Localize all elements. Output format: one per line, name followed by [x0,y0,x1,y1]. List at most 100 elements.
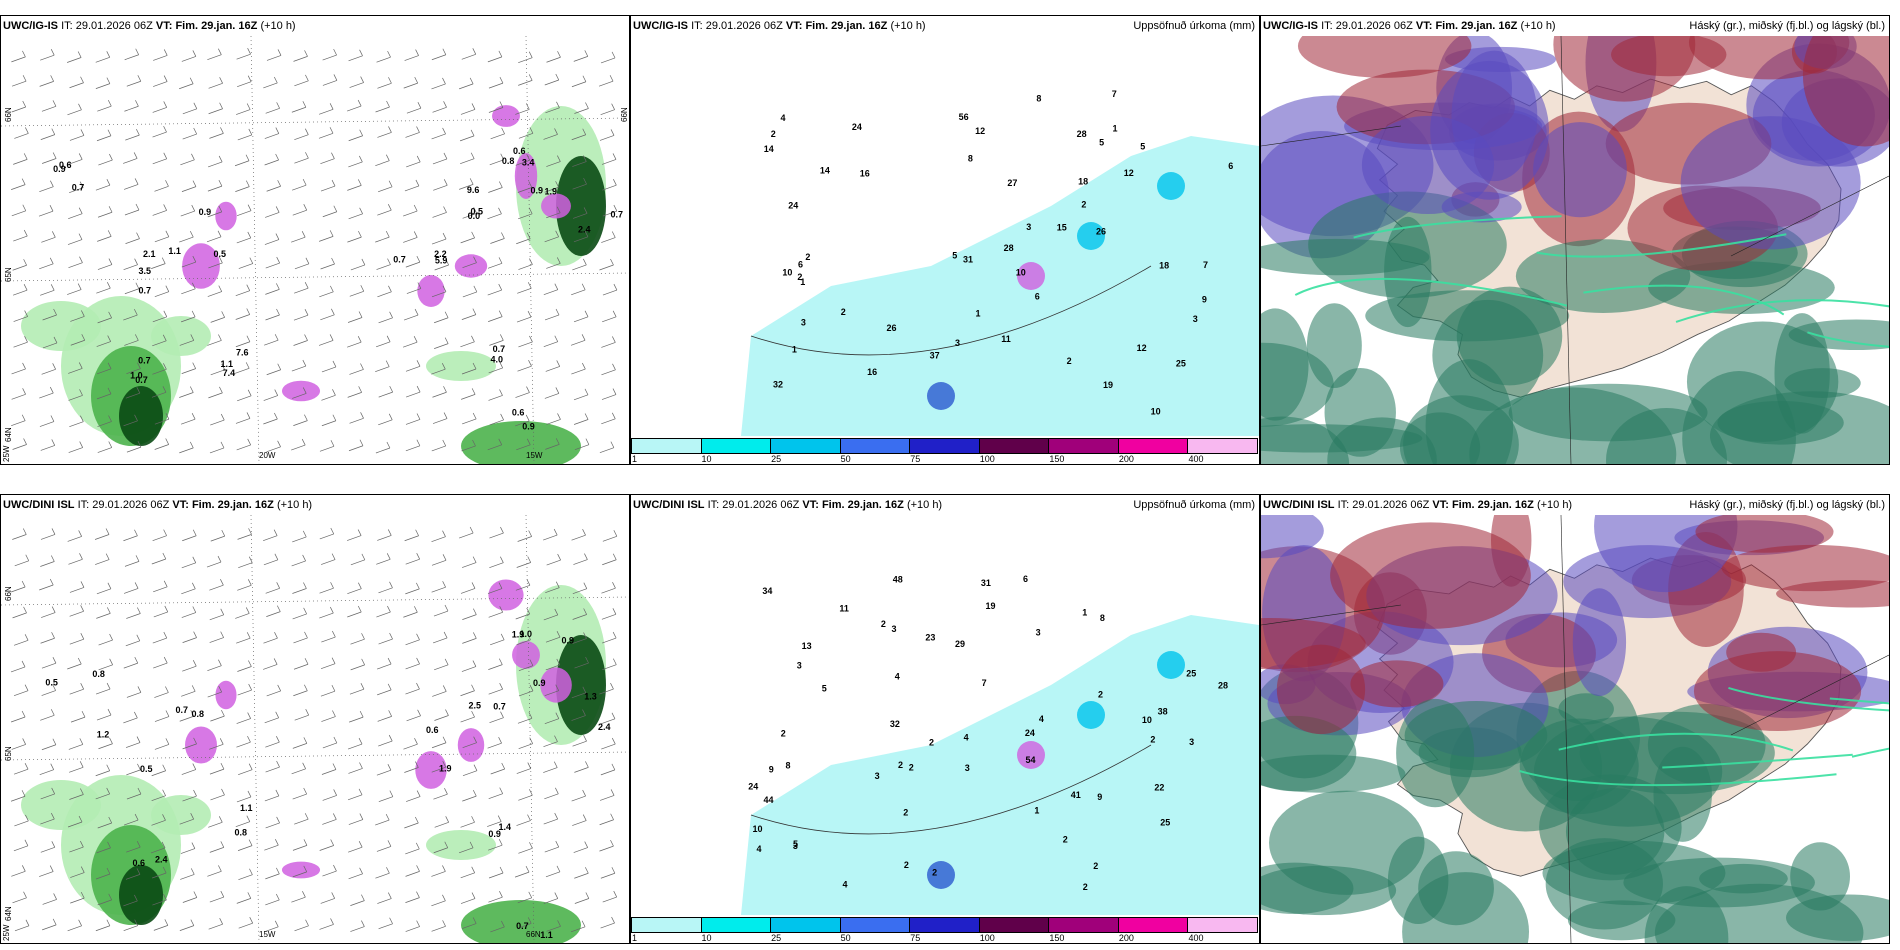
value-label: 3 [801,318,806,328]
model-name: UWC/DINI ISL [3,499,75,511]
value-label: 10 [1142,715,1152,725]
value-label: 0.9 [199,207,212,217]
colorbar-tick: 150 [1049,933,1065,943]
value-label: 4 [756,844,761,854]
value-label: 1.4 [498,822,511,832]
model-name: UWC/IG-IS [3,20,58,32]
value-label: 1.1 [220,359,233,369]
value-label: 0.8 [234,828,247,838]
value-label: 25 [1186,669,1196,679]
value-label: 24 [1025,728,1035,738]
value-label: 2.2 [434,249,447,259]
lead-time: (+10 h) [276,499,313,511]
value-label: 1 [975,309,980,319]
value-label: 5 [1099,138,1104,148]
vt-time: Fim. 29.jan. 16Z [821,499,904,511]
value-label: 0.5 [471,207,484,217]
model-name: UWC/IG-IS [1263,20,1318,32]
colorbar-swatch [978,917,1050,933]
value-label: 25 [1160,818,1170,828]
value-label: 10 [752,824,762,834]
value-label: 37 [930,350,940,360]
map-area: 66N 65N 64N 25W 20W 15W 66N 0.6 3.5 0.7 0.5 1.1 0.7 0… [1,36,629,464]
value-label: 6 [1035,292,1040,302]
value-label: 9 [1097,792,1102,802]
value-label: 18 [1078,177,1088,187]
value-label: 7 [1112,89,1117,99]
axis-label: 15W [259,930,276,939]
axis-label: 20W [259,451,276,460]
value-label: 22 [1154,783,1164,793]
value-label: 0.7 [610,209,623,219]
value-label: 2.4 [578,225,591,235]
value-label: 3 [875,771,880,781]
value-label: 11 [1001,334,1011,344]
colorbar-tick: 10 [701,933,712,943]
panel-header: UWC/DINI ISL IT: 29.01.2026 06Z VT: Fim.… [631,495,1259,515]
value-label: 3 [955,338,960,348]
value-label: 2 [903,808,908,818]
value-label: 5 [793,839,798,849]
value-label: 4 [964,732,969,742]
value-label: 3.5 [138,266,151,276]
axis-label: 15W [526,451,543,460]
vt-time: Fim. 29.jan. 16Z [175,20,258,32]
value-label: 28 [1218,680,1228,690]
value-label: 7 [1203,260,1208,270]
value-label: 2 [1098,689,1103,699]
value-label: 9 [1202,295,1207,305]
model-name: UWC/IG-IS [633,20,688,32]
value-label: 2 [1093,861,1098,871]
axis-label: 64N [4,427,13,442]
value-label: 28 [1004,243,1014,253]
colorbar-swatch [631,917,702,933]
value-label: 2 [909,763,914,773]
value-label: 5 [952,251,957,261]
colorbar: 1 10 25 50 75 100 150 200 400 [631,436,1259,464]
value-label: 10 [1151,407,1161,417]
value-label: 10 [782,268,792,278]
colorbar-swatch [1048,917,1119,933]
colorbar-tick: 200 [1118,454,1134,464]
value-label: 2 [1063,834,1068,844]
value-label: 2 [904,860,909,870]
value-label: 9 [769,765,774,775]
panel-header: UWC/DINI ISL IT: 29.01.2026 06Z VT: Fim.… [1,495,629,515]
value-label: 2.4 [155,854,168,864]
value-label: 5.9 [435,256,448,266]
axis-label: 65N [4,746,13,761]
value-label: 6 [798,260,803,270]
value-label: 4.0 [490,355,503,365]
lead-time: (+10 h) [1520,20,1556,32]
value-label: 0.7 [135,375,148,385]
value-label: 1.1 [540,930,553,940]
vt-time: Fim. 29.jan. 16Z [805,20,888,32]
value-label: 2.4 [598,722,611,732]
value-label: 2 [771,129,776,139]
vt-label: VT: [172,499,189,511]
value-label: 1.1 [240,803,253,813]
value-label: 24 [852,122,862,132]
colorbar-swatch [978,438,1050,454]
panel-igis-clouds: UWC/IG-IS IT: 29.01.2026 06Z VT: Fim. 29… [1260,15,1890,465]
value-label: 18 [1159,260,1169,270]
value-label: 0.6 [426,725,439,735]
value-label: 0.8 [191,709,204,719]
value-label: 44 [763,795,773,805]
value-label: 2 [898,760,903,770]
value-label: 3 [965,763,970,773]
panel-dini-clouds: UWC/DINI ISL IT: 29.01.2026 06Z VT: Fim.… [1260,494,1890,944]
map-area [1261,515,1889,943]
value-label: 31 [963,254,973,264]
value-label: 0.6 [512,408,525,418]
value-label: 4 [1039,714,1044,724]
colorbar-swatch [700,438,772,454]
value-label: 9.6 [467,185,480,195]
value-label: 1.9 [545,186,558,196]
vt-time: Fim. 29.jan. 16Z [1435,20,1518,32]
value-label: 1 [1034,805,1039,815]
value-label: 0.7 [72,183,85,193]
value-label: 0.5 [45,678,58,688]
value-label: 1.2 [97,730,110,740]
